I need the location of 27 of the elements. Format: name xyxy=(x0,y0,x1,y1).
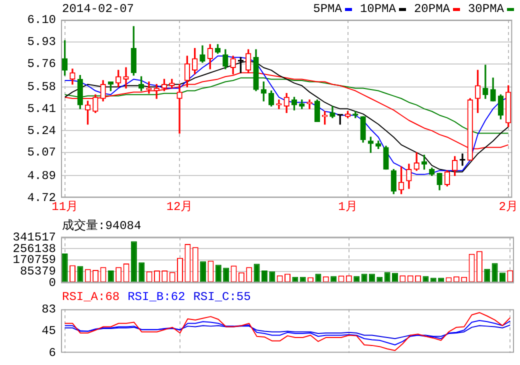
y-tick-label: 170759 xyxy=(12,253,56,268)
x-tick-label: 2月 xyxy=(498,200,518,214)
y-tick-label: 5.41 xyxy=(27,102,56,116)
y-tick-label: 6.10 xyxy=(27,13,56,28)
series-label: RSI_C:55 xyxy=(193,290,251,304)
y-tick-label: 4.89 xyxy=(27,168,56,183)
y-tick-label: 83 xyxy=(42,302,56,316)
legend-label: 10PMA xyxy=(360,2,396,16)
y-tick-label: 5.24 xyxy=(27,124,56,138)
chart-title: 2014-02-07 xyxy=(62,2,134,16)
x-tick-label: 11月 xyxy=(52,200,78,214)
y-tick-label: 5.58 xyxy=(27,80,56,94)
x-tick-label: 1月 xyxy=(338,200,358,214)
x-tick-label: 12月 xyxy=(166,200,193,214)
y-tick-label: 6 xyxy=(48,346,56,360)
y-tick-label: 5.76 xyxy=(27,56,56,71)
legend-label: 20PMA xyxy=(414,2,450,16)
y-tick-label: 5.93 xyxy=(27,35,56,50)
y-tick-label: 341517 xyxy=(12,230,56,244)
chart-title: 成交量:94084 xyxy=(62,218,142,234)
legend-label: 5PMA xyxy=(313,2,342,16)
legend-label: 30PMA xyxy=(468,2,504,16)
series-label: RSI_B:62 xyxy=(128,290,186,304)
y-tick-label: 256138 xyxy=(12,242,56,256)
series-label: RSI_A:68 xyxy=(62,290,120,304)
y-tick-label: 5.07 xyxy=(27,146,56,160)
y-tick-label: 45 xyxy=(42,324,56,338)
